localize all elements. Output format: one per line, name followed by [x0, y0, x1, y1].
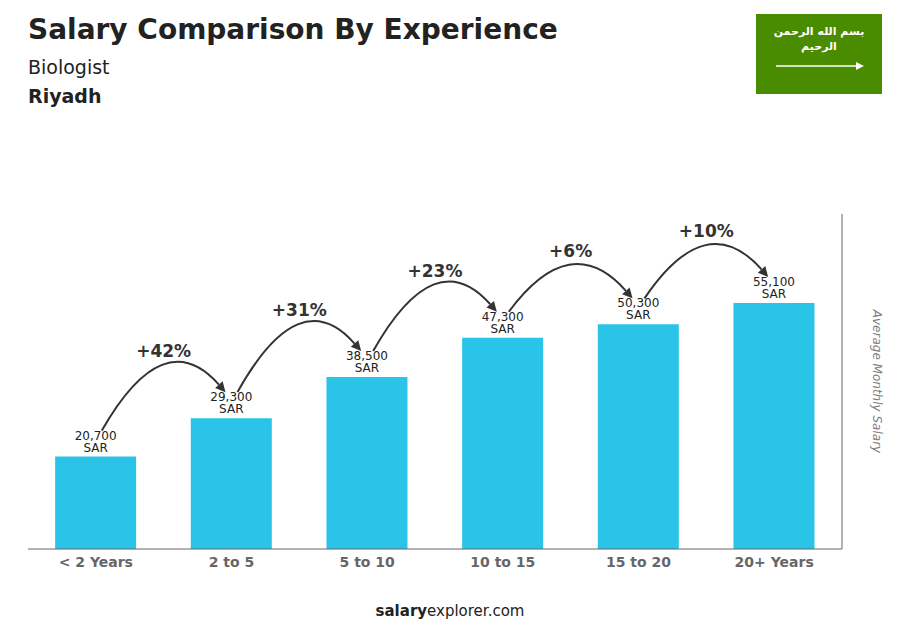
svg-text:38,500SAR: 38,500SAR — [346, 349, 388, 375]
svg-text:+6%: +6% — [549, 241, 592, 261]
html-text:بسم الله الرحمن: بسم الله الرحمن — [773, 25, 865, 38]
svg-text:< 2 Years: < 2 Years — [59, 554, 133, 570]
svg-text:2 to 5: 2 to 5 — [209, 554, 255, 570]
svg-text:Average Monthly Salary: Average Monthly Salary — [870, 309, 884, 454]
svg-text:29,300SAR: 29,300SAR — [210, 390, 252, 416]
svg-text:55,100SAR: 55,100SAR — [753, 275, 795, 301]
svg-text:+42%: +42% — [136, 341, 191, 361]
svg-text:20,700SAR: 20,700SAR — [75, 429, 117, 455]
svg-text:+10%: +10% — [679, 221, 734, 241]
svg-text:15 to 20: 15 to 20 — [606, 554, 671, 570]
html-text:salary explorer.com: salary explorer.com — [375, 602, 525, 620]
svg-text:50,300SAR: 50,300SAR — [617, 296, 659, 322]
html-text:الرحيم: الرحيم — [801, 40, 837, 53]
svg-text:10 to 15: 10 to 15 — [470, 554, 535, 570]
svg-text:+31%: +31% — [272, 300, 327, 320]
html-text:Biologist: Biologist — [28, 56, 110, 78]
html-text:Riyadh: Riyadh — [28, 85, 102, 107]
svg-text:5 to 10: 5 to 10 — [340, 554, 396, 570]
svg-text:20+ Years: 20+ Years — [735, 554, 814, 570]
svg-text:47,300SAR: 47,300SAR — [482, 310, 524, 336]
svg-text:+23%: +23% — [408, 261, 463, 281]
html-text:Salary Comparison By Experienc: Salary Comparison By Experience — [28, 13, 558, 46]
